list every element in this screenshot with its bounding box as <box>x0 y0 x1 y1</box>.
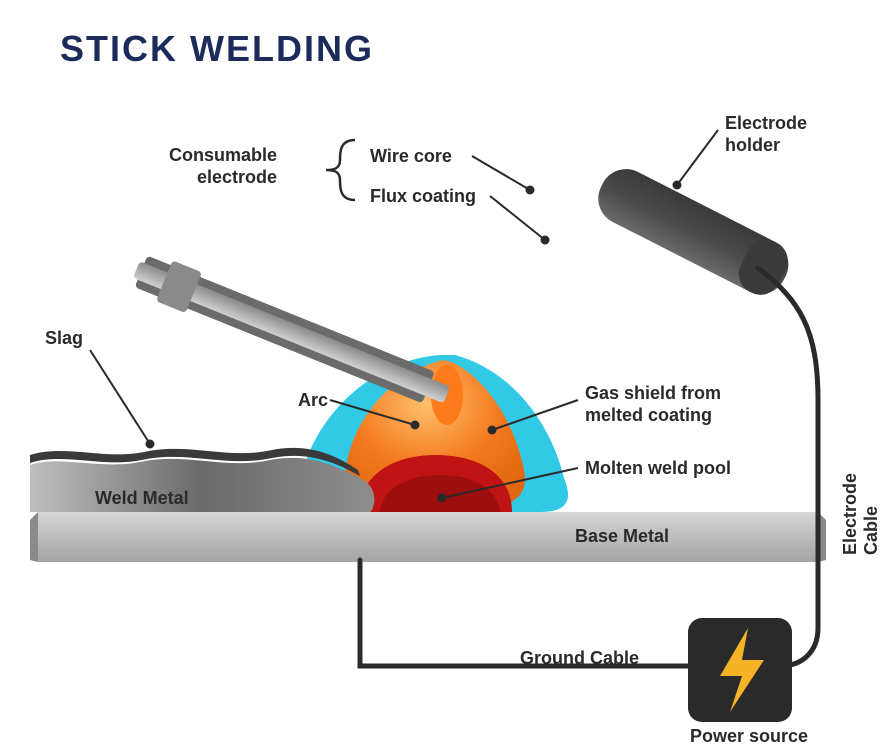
label-ground-cable: Ground Cable <box>520 648 639 669</box>
label-consumable-electrode: Consumable electrode <box>127 145 277 188</box>
label-slag: Slag <box>45 328 83 349</box>
label-weld-metal: Weld Metal <box>95 488 189 509</box>
label-molten-pool: Molten weld pool <box>585 458 731 479</box>
electrode-cable <box>742 268 818 666</box>
label-flux-coating: Flux coating <box>370 186 476 207</box>
base-metal <box>30 512 826 562</box>
power-source <box>688 618 792 722</box>
label-arc: Arc <box>268 390 328 411</box>
label-electrode-cable: Electrode Cable <box>840 473 882 555</box>
label-gas-shield: Gas shield from melted coating <box>585 383 721 426</box>
brace-consumable-electrode <box>326 140 355 200</box>
label-power-source: Power source <box>690 726 808 747</box>
diagram-stage: STICK WELDING <box>0 0 887 749</box>
label-electrode-holder: Electrode holder <box>725 113 807 156</box>
label-wire-core: Wire core <box>370 146 452 167</box>
electrode-holder <box>589 160 797 303</box>
label-base-metal: Base Metal <box>575 526 669 547</box>
weld-metal <box>30 448 374 512</box>
